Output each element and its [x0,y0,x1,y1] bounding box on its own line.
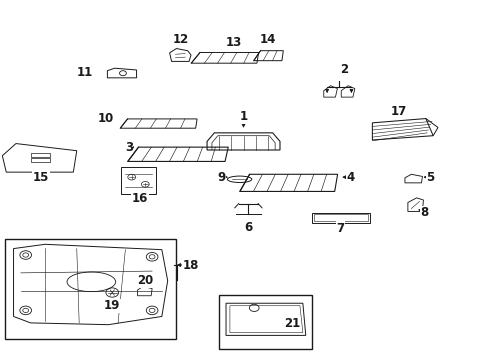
Text: 16: 16 [131,192,148,205]
Text: 3: 3 [124,141,133,154]
Text: 4: 4 [346,171,354,184]
Text: 9: 9 [217,171,225,184]
Text: 19: 19 [104,299,120,312]
Bar [30,158,50,162]
Text: 6: 6 [244,221,252,234]
Text: 18: 18 [183,258,199,271]
Bar [5,239,176,339]
Text: 2: 2 [340,63,348,76]
Text: 20: 20 [137,274,153,287]
Text: 14: 14 [259,33,275,46]
Text: 1: 1 [239,110,247,123]
Bar [311,212,369,222]
Bar [30,153,50,157]
Bar [219,295,311,348]
Text: 5: 5 [425,171,433,184]
Text: 13: 13 [225,36,242,49]
Text: 8: 8 [419,206,427,219]
Text: 12: 12 [172,33,188,46]
Text: 17: 17 [390,105,407,118]
Bar [313,214,367,221]
Bar [121,167,156,194]
Text: 10: 10 [98,112,114,125]
Text: 7: 7 [336,222,344,235]
Text: 21: 21 [284,317,300,330]
Text: 11: 11 [77,66,93,78]
Text: 15: 15 [33,171,49,184]
